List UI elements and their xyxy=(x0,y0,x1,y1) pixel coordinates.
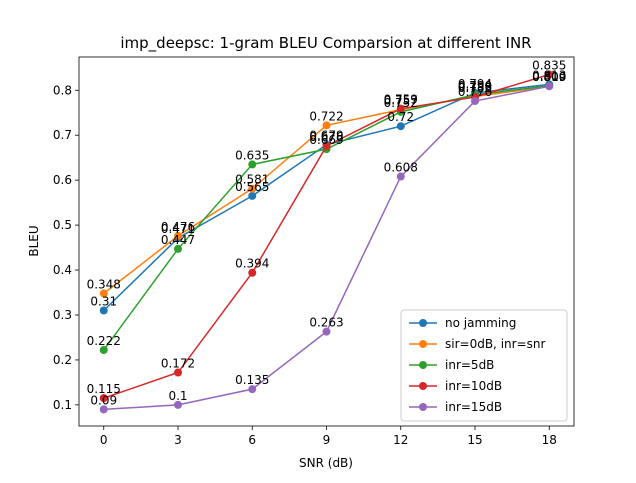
y-tick-label: 0.4 xyxy=(53,263,72,277)
x-tick-label: 0 xyxy=(100,433,108,447)
data-point xyxy=(322,327,331,336)
data-label: 0.722 xyxy=(309,109,343,123)
data-point xyxy=(396,104,405,113)
data-label: 0.172 xyxy=(161,357,195,371)
legend-marker xyxy=(419,319,427,327)
data-label: 0.115 xyxy=(87,382,121,396)
legend: no jamming sir=0dB, inr=snr inr=5dB inr=10d… xyxy=(400,309,568,422)
series-inr-15db xyxy=(99,82,554,414)
data-label: 0.757 xyxy=(384,94,418,108)
data-point xyxy=(322,141,331,150)
data-label: 0.809 xyxy=(532,70,566,84)
x-axis-label: SNR (dB) xyxy=(299,456,353,470)
data-label: 0.222 xyxy=(87,334,121,348)
data-label: 0.669 xyxy=(309,133,343,147)
legend-entry: no jamming xyxy=(445,316,516,330)
data-label: 0.565 xyxy=(235,180,269,194)
x-tick-label: 6 xyxy=(248,433,256,447)
data-point xyxy=(248,191,257,200)
data-point xyxy=(174,400,182,409)
data-label: 0.679 xyxy=(309,129,343,143)
data-label: 0.471 xyxy=(161,222,195,236)
data-label: 0.608 xyxy=(384,161,418,175)
x-tick-label: 12 xyxy=(393,433,408,447)
data-point xyxy=(545,82,554,91)
y-tick-label: 0.2 xyxy=(53,353,72,367)
data-point xyxy=(248,184,257,193)
y-tick-label: 0.8 xyxy=(53,83,72,97)
data-label: 0.809 xyxy=(532,70,566,84)
legend-entry: sir=0dB, inr=snr xyxy=(445,337,545,351)
data-label: 0.635 xyxy=(235,148,269,162)
legend-entry: inr=5dB xyxy=(445,358,494,372)
y-tick-label: 0.1 xyxy=(53,398,72,412)
data-point xyxy=(248,160,257,169)
y-tick-label: 0.5 xyxy=(53,218,72,232)
data-point xyxy=(99,394,108,403)
data-label: 0.476 xyxy=(161,220,195,234)
data-point xyxy=(99,306,108,315)
data-label: 0.581 xyxy=(235,173,269,187)
data-point xyxy=(248,268,257,277)
y-tick-label: 0.7 xyxy=(53,128,72,142)
data-label: 0.1 xyxy=(168,389,187,403)
data-point xyxy=(174,244,182,253)
data-label: 0.813 xyxy=(532,68,566,82)
data-label: 0.09 xyxy=(90,393,117,407)
legend-marker xyxy=(419,382,427,390)
y-tick-label: 0.3 xyxy=(53,308,72,322)
chart-title: imp_deepsc: 1-gram BLEU Comparsion at di… xyxy=(120,34,531,53)
data-label: 0.394 xyxy=(235,257,269,271)
data-label: 0.447 xyxy=(161,233,195,247)
data-point xyxy=(248,385,257,394)
data-point xyxy=(322,121,331,130)
data-label: 0.794 xyxy=(458,77,492,91)
data-label: 0.752 xyxy=(384,96,418,110)
x-tick-label: 3 xyxy=(174,433,182,447)
data-point xyxy=(545,70,554,79)
x-tick-label: 18 xyxy=(542,433,557,447)
y-axis-label: BLEU xyxy=(27,225,41,256)
x-tick-label: 15 xyxy=(467,433,482,447)
data-label: 0.785 xyxy=(458,81,492,95)
legend-marker xyxy=(419,361,427,369)
data-label: 0.676 xyxy=(309,130,343,144)
y-tick-label: 0.6 xyxy=(53,173,72,187)
legend-marker xyxy=(419,340,427,348)
data-label: 0.786 xyxy=(458,81,492,95)
legend-entry: inr=15dB xyxy=(445,400,502,414)
data-label: 0.759 xyxy=(384,93,418,107)
data-label: 0.835 xyxy=(532,59,566,73)
data-label: 0.72 xyxy=(387,110,414,124)
data-point xyxy=(99,405,108,414)
data-label: 0.263 xyxy=(309,316,343,330)
data-point xyxy=(471,97,479,106)
data-point xyxy=(99,289,108,298)
data-point xyxy=(396,172,405,181)
x-tick-label: 9 xyxy=(323,433,331,447)
legend-entry: inr=10dB xyxy=(445,379,502,393)
data-label: 0.31 xyxy=(90,294,117,308)
legend-box xyxy=(400,309,568,422)
data-label: 0.810 xyxy=(532,70,566,84)
data-point xyxy=(174,231,182,240)
data-point xyxy=(99,346,108,355)
data-label: 0.348 xyxy=(87,277,121,291)
data-point xyxy=(174,368,182,377)
data-point xyxy=(396,122,405,131)
data-label: 0.776 xyxy=(458,85,492,99)
data-label: 0.135 xyxy=(235,373,269,387)
data-label: 0.790 xyxy=(458,79,492,93)
legend-marker xyxy=(419,403,427,411)
